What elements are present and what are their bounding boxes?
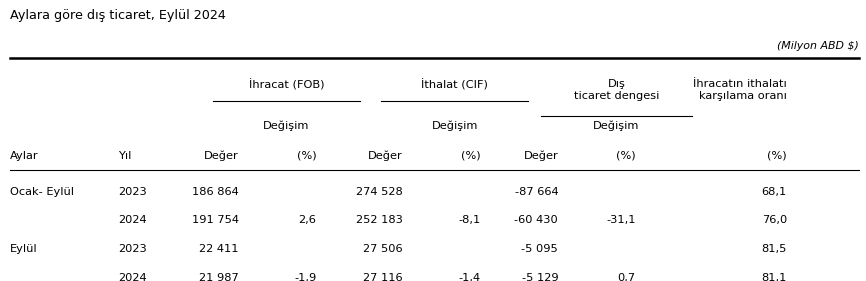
Text: 27 506: 27 506: [363, 244, 403, 254]
Text: (%): (%): [617, 151, 636, 161]
Text: Ocak- Eylül: Ocak- Eylül: [10, 187, 74, 197]
Text: Dış
ticaret dengesi: Dış ticaret dengesi: [574, 79, 659, 101]
Text: Değişim: Değişim: [431, 121, 478, 132]
Text: -31,1: -31,1: [606, 215, 636, 225]
Text: 186 864: 186 864: [192, 187, 239, 197]
Text: Yıl: Yıl: [118, 151, 132, 161]
Text: 81,5: 81,5: [761, 244, 787, 254]
Text: 2024: 2024: [118, 215, 146, 225]
Text: Eylül: Eylül: [10, 244, 37, 254]
Text: Değişim: Değişim: [263, 121, 309, 132]
Text: 76,0: 76,0: [762, 215, 787, 225]
Text: 21 987: 21 987: [199, 273, 239, 281]
Text: Aylar: Aylar: [10, 151, 39, 161]
Text: Değişim: Değişim: [593, 121, 640, 132]
Text: 2024: 2024: [118, 273, 146, 281]
Text: 81,1: 81,1: [761, 273, 787, 281]
Text: İthalat (CIF): İthalat (CIF): [421, 79, 488, 90]
Text: Aylara göre dış ticaret, Eylül 2024: Aylara göre dış ticaret, Eylül 2024: [10, 8, 226, 22]
Text: 2023: 2023: [118, 187, 146, 197]
Text: 22 411: 22 411: [199, 244, 239, 254]
Text: 2023: 2023: [118, 244, 146, 254]
Text: 2,6: 2,6: [299, 215, 316, 225]
Text: 274 528: 274 528: [356, 187, 403, 197]
Text: (%): (%): [461, 151, 481, 161]
Text: -5 095: -5 095: [521, 244, 559, 254]
Text: -1,9: -1,9: [294, 273, 316, 281]
Text: -1,4: -1,4: [458, 273, 481, 281]
Text: 27 116: 27 116: [363, 273, 403, 281]
Text: (%): (%): [767, 151, 787, 161]
Text: 68,1: 68,1: [762, 187, 787, 197]
Text: -60 430: -60 430: [514, 215, 559, 225]
Text: Değer: Değer: [523, 151, 559, 161]
Text: 252 183: 252 183: [356, 215, 403, 225]
Text: İhracat (FOB): İhracat (FOB): [249, 79, 324, 90]
Text: -8,1: -8,1: [458, 215, 481, 225]
Text: -87 664: -87 664: [514, 187, 559, 197]
Text: 0,7: 0,7: [617, 273, 636, 281]
Text: Değer: Değer: [204, 151, 239, 161]
Text: Değer: Değer: [368, 151, 403, 161]
Text: İhracatın ithalatı
karşılama oranı: İhracatın ithalatı karşılama oranı: [693, 79, 787, 101]
Text: (%): (%): [297, 151, 316, 161]
Text: (Milyon ABD $): (Milyon ABD $): [777, 41, 858, 51]
Text: -5 129: -5 129: [521, 273, 559, 281]
Text: 191 754: 191 754: [191, 215, 239, 225]
